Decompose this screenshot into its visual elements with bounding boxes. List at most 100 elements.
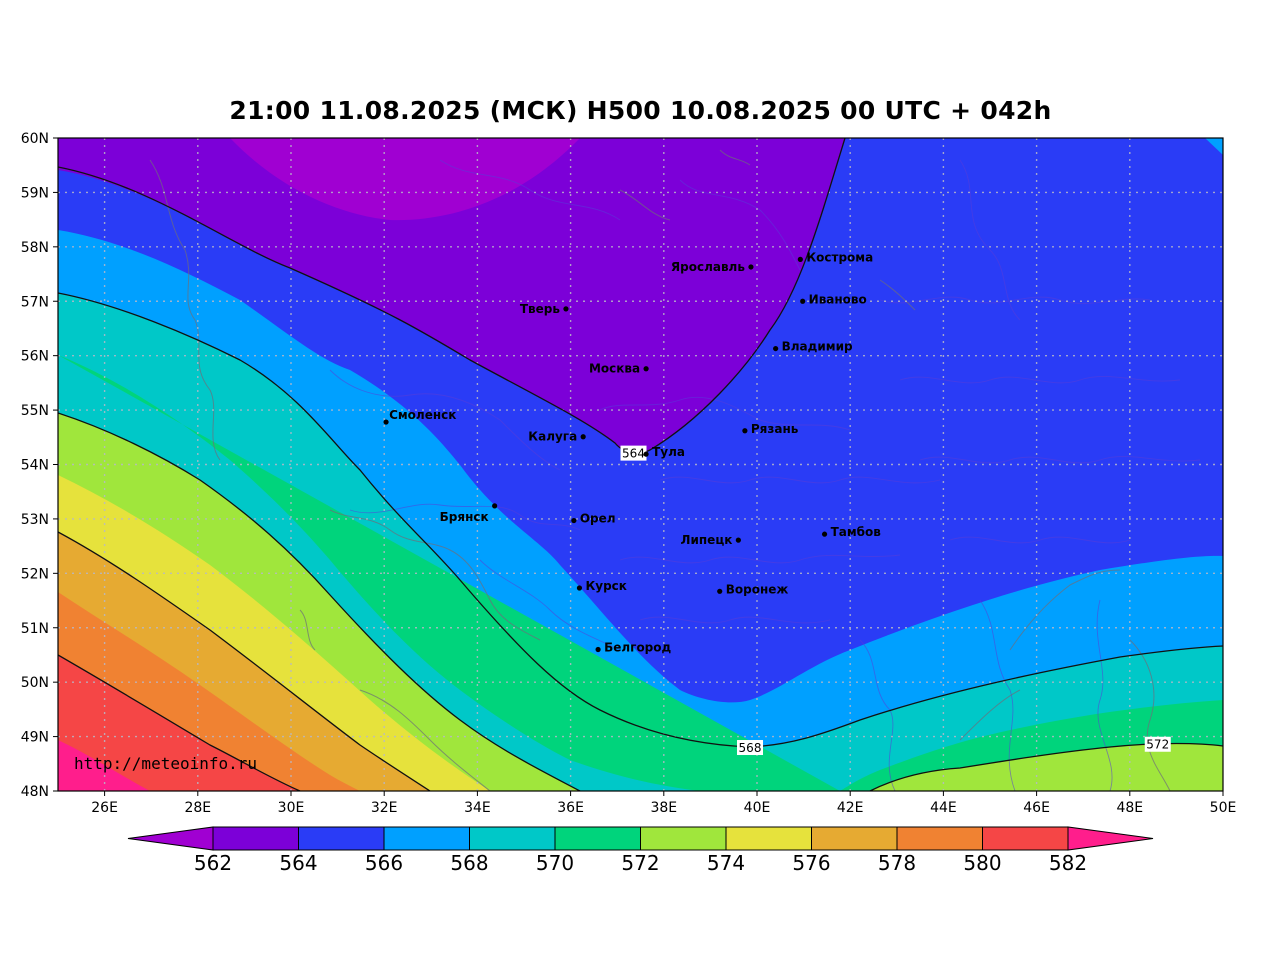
lat-label: 50N	[21, 675, 49, 691]
city-label: Тула	[652, 445, 685, 459]
watermark: http://meteoinfo.ru	[74, 754, 257, 773]
contour-label-bg	[620, 445, 647, 461]
colorbar-label: 582	[1049, 851, 1087, 875]
contour-label: 572	[1146, 738, 1169, 752]
colorbar-swatch	[469, 826, 556, 851]
colorbar: 562 564 566 568 570 572 574 576 578 580 582	[127, 826, 1154, 875]
band-580-582	[58, 655, 300, 791]
city-dot	[595, 646, 601, 653]
lat-label: 57N	[21, 294, 49, 310]
lon-label: 28E	[184, 800, 211, 816]
contour-lines	[58, 138, 1223, 791]
colorbar-swatch	[725, 826, 812, 851]
admin-borders	[329, 159, 1201, 791]
colorbar-swatch	[383, 826, 470, 851]
city-label: Калуга	[528, 430, 577, 444]
lon-label: 44E	[930, 800, 957, 816]
colorbar-swatch	[640, 826, 727, 851]
city-dot	[571, 517, 577, 524]
contour-label: 568	[739, 741, 762, 755]
city-dot	[800, 298, 806, 304]
city-dot	[735, 537, 741, 543]
city-dot	[717, 588, 723, 594]
city-label: Иваново	[809, 292, 867, 306]
city-dot	[563, 306, 569, 312]
lat-label: 48N	[21, 784, 49, 800]
lat-label: 52N	[21, 566, 49, 582]
colorbar-swatch	[554, 826, 641, 851]
lon-label: 40E	[744, 800, 771, 816]
band-above-582	[58, 740, 150, 791]
map-title: 21:00 11.08.2025 (МСК) H500 10.08.2025 0…	[229, 96, 1052, 125]
lon-label: 26E	[91, 800, 118, 816]
contour-568	[58, 292, 1223, 748]
colorbar-swatch	[896, 826, 983, 851]
band-below-562	[230, 138, 580, 221]
colorbar-label: 578	[878, 851, 916, 875]
longitude-axis: 26E 28E 30E 32E 34E 36E 38E 40E 42E 44E 46E 48E 50E	[91, 791, 1236, 816]
lat-lon-grid	[58, 138, 1223, 791]
city-dot	[773, 345, 779, 352]
lon-label: 36E	[557, 800, 584, 816]
city-label: Курск	[585, 579, 626, 593]
lat-label: 58N	[21, 240, 49, 256]
colorbar-label: 576	[792, 851, 830, 875]
city-dot	[643, 451, 649, 457]
city-label: Москва	[589, 362, 640, 376]
colorbar-label: 568	[450, 851, 488, 875]
lon-label: 48E	[1116, 800, 1143, 816]
city-label: Ярославль	[671, 260, 745, 274]
contour-label-bg	[737, 740, 764, 756]
colorbar-under-arrow	[127, 826, 214, 851]
colorbar-label: 572	[621, 851, 659, 875]
colorbar-swatch	[982, 826, 1069, 851]
colorbar-label: 570	[536, 851, 574, 875]
contour-564	[58, 138, 846, 454]
city-dot	[748, 264, 754, 270]
city-label: Орел	[580, 512, 616, 526]
city-dot	[576, 585, 583, 591]
lat-label: 56N	[21, 349, 49, 365]
colorbar-label: 580	[963, 851, 1001, 875]
city-label: Смоленск	[389, 408, 456, 422]
city-dot	[797, 256, 803, 262]
band-right-edge	[1205, 138, 1223, 155]
lat-label: 60N	[21, 131, 49, 147]
colorbar-label: 574	[707, 851, 745, 875]
city-dot	[643, 366, 649, 372]
colorbar-swatch	[212, 826, 299, 851]
contour-labels: 564 568 572	[620, 445, 1171, 756]
city-dot	[742, 428, 748, 434]
lon-label: 50E	[1210, 800, 1237, 816]
colorbar-over-arrow	[1067, 826, 1154, 851]
city-label: Тверь	[520, 302, 561, 316]
lat-label: 59N	[21, 185, 49, 201]
lat-label: 51N	[21, 621, 49, 637]
lon-label: 46E	[1023, 800, 1050, 816]
band-572-574-east	[870, 743, 1223, 791]
lat-label: 49N	[21, 730, 49, 746]
city-dot	[492, 503, 498, 509]
colorbar-label: 564	[279, 851, 317, 875]
city-label: Владимир	[782, 340, 853, 354]
contour-label: 564	[622, 447, 645, 461]
colorbar-label: 562	[194, 851, 232, 875]
city-label: Липецк	[681, 533, 733, 547]
city-label: Рязань	[751, 422, 799, 436]
city-dot	[580, 434, 586, 440]
city-label: Тамбов	[831, 525, 882, 539]
colorbar-swatch	[298, 826, 385, 851]
lon-label: 34E	[464, 800, 491, 816]
lon-label: 38E	[650, 800, 677, 816]
lon-label: 42E	[837, 800, 864, 816]
contour-580	[58, 654, 301, 791]
lon-label: 30E	[278, 800, 305, 816]
lat-label: 55N	[21, 403, 49, 419]
city-label: Воронеж	[726, 582, 789, 596]
lon-label: 32E	[371, 800, 398, 816]
city-label: Брянск	[440, 510, 489, 524]
city-label: Кострома	[806, 250, 873, 264]
lat-label: 53N	[21, 512, 49, 528]
contour-572-east	[869, 742, 1223, 791]
contour-572	[58, 412, 581, 791]
